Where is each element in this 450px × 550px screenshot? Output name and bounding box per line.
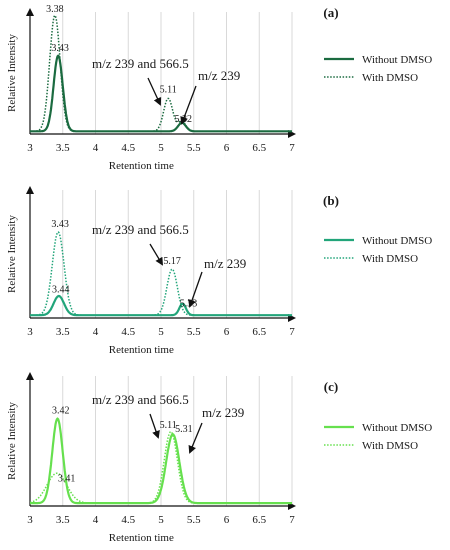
chart-panel-0: 3 3.5 4 4.5 5 5.5 6 6.5 7 Retention time Relative … bbox=[6, 4, 432, 172]
chart-panel-2: 3 3.5 4 4.5 5 5.5 6 6.5 7 Retention time Relative … bbox=[6, 372, 432, 544]
x-tick-label: 6.5 bbox=[252, 326, 266, 338]
series-line-without-dmso bbox=[29, 417, 293, 505]
x-tick-label: 4 bbox=[93, 326, 99, 338]
peak-label: 3.42 bbox=[52, 406, 70, 417]
peak-label: 3.43 bbox=[51, 43, 69, 54]
x-tick-label: 6 bbox=[224, 514, 230, 526]
x-tick-label: 4.5 bbox=[121, 142, 135, 154]
annotation-arrow bbox=[188, 271, 203, 308]
peak-label: 5.31 bbox=[175, 424, 193, 435]
x-tick-label: 5 bbox=[158, 142, 164, 154]
peak-label: 5.11 bbox=[160, 420, 177, 431]
x-tick-label: 4.5 bbox=[121, 326, 135, 338]
mz-annotation: m/z 239 bbox=[202, 405, 244, 420]
x-tick-label: 6.5 bbox=[252, 514, 266, 526]
series-line-with-dmso bbox=[29, 14, 293, 133]
y-axis-title: Relative Intensity bbox=[6, 34, 18, 112]
peak-label: 3.44 bbox=[52, 284, 70, 295]
x-tick-label: 5 bbox=[158, 514, 164, 526]
x-tick-label: 4 bbox=[93, 142, 99, 154]
x-tick-label: 3 bbox=[27, 514, 33, 526]
legend-label: With DMSO bbox=[362, 253, 418, 265]
peak-label: 5.11 bbox=[160, 85, 177, 96]
panel-label: (b) bbox=[323, 193, 339, 208]
x-axis-title: Retention time bbox=[109, 344, 174, 356]
legend-label: Without DMSO bbox=[362, 422, 432, 434]
x-tick-label: 6 bbox=[224, 142, 230, 154]
y-axis-title: Relative Intensity bbox=[6, 402, 18, 480]
peak-label: 3.41 bbox=[58, 473, 76, 484]
peak-label: 3.43 bbox=[51, 219, 69, 230]
x-tick-label: 3 bbox=[27, 326, 33, 338]
x-tick-label: 3.5 bbox=[56, 142, 70, 154]
peak-label: 5.17 bbox=[163, 256, 181, 267]
x-tick-label: 3 bbox=[27, 142, 33, 154]
annotation-arrow bbox=[188, 422, 203, 454]
annotation-arrow bbox=[149, 413, 160, 439]
mz-annotation: m/z 239 and 566.5 bbox=[92, 392, 189, 407]
chart-panel-1: 3 3.5 4 4.5 5 5.5 6 6.5 7 Retention time Relative … bbox=[6, 186, 432, 356]
series-line-with-dmso bbox=[29, 231, 293, 316]
annotation-arrow bbox=[180, 85, 197, 125]
annotation-arrow bbox=[149, 243, 164, 266]
x-tick-label: 7 bbox=[289, 326, 295, 338]
x-tick-label: 6.5 bbox=[252, 142, 266, 154]
legend-label: Without DMSO bbox=[362, 235, 432, 247]
x-tick-label: 3.5 bbox=[56, 326, 70, 338]
legend-label: With DMSO bbox=[362, 72, 418, 84]
legend-label: Without DMSO bbox=[362, 54, 432, 66]
x-tick-label: 5.5 bbox=[187, 514, 201, 526]
legend-label: With DMSO bbox=[362, 440, 418, 452]
x-axis-title: Retention time bbox=[109, 532, 174, 544]
peak-label: 3.38 bbox=[46, 4, 64, 15]
x-tick-label: 5.5 bbox=[187, 326, 201, 338]
x-tick-label: 7 bbox=[289, 514, 295, 526]
x-axis-title: Retention time bbox=[109, 160, 174, 172]
mz-annotation: m/z 239 and 566.5 bbox=[92, 222, 189, 237]
panel-label: (c) bbox=[324, 379, 338, 394]
x-tick-label: 3.5 bbox=[56, 514, 70, 526]
y-axis-title: Relative Intensity bbox=[6, 215, 18, 293]
x-tick-label: 5.5 bbox=[187, 142, 201, 154]
mz-annotation: m/z 239 and 566.5 bbox=[92, 56, 189, 71]
mz-annotation: m/z 239 bbox=[198, 68, 240, 83]
mz-annotation: m/z 239 bbox=[204, 256, 246, 271]
x-tick-label: 4.5 bbox=[121, 514, 135, 526]
x-tick-label: 5 bbox=[158, 326, 164, 338]
peak-label: 5.33 bbox=[180, 298, 198, 309]
x-tick-label: 6 bbox=[224, 326, 230, 338]
annotation-arrow bbox=[147, 77, 162, 106]
x-tick-label: 7 bbox=[289, 142, 295, 154]
x-tick-label: 4 bbox=[93, 514, 99, 526]
panel-label: (a) bbox=[323, 5, 338, 20]
